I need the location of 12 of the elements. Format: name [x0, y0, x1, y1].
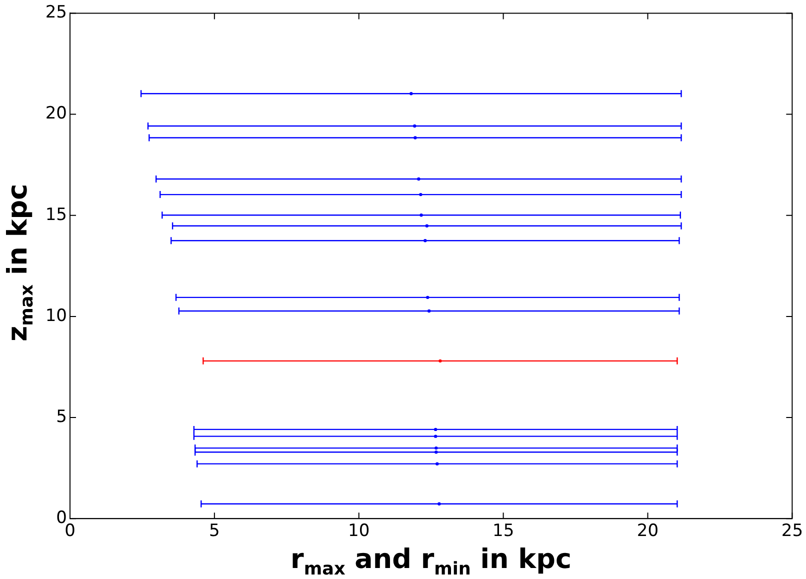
- y-tick-label: 5: [56, 406, 67, 427]
- x-tick-label: 25: [781, 521, 804, 542]
- x-tick-label: 15: [492, 521, 514, 542]
- y-tick-label: 25: [45, 2, 67, 23]
- y-tick-label: 10: [45, 306, 67, 326]
- x-tick-label: 10: [348, 521, 370, 542]
- x-tick-label: 20: [636, 521, 659, 542]
- y-tick-label: 0: [56, 508, 67, 528]
- x-axis-title: r$_{max}$ and r$_{min}$ in kpc: [290, 544, 572, 579]
- x-tick-label: 5: [209, 521, 220, 542]
- y-tick-label: 20: [45, 104, 67, 124]
- y-tick-label: 15: [45, 204, 67, 225]
